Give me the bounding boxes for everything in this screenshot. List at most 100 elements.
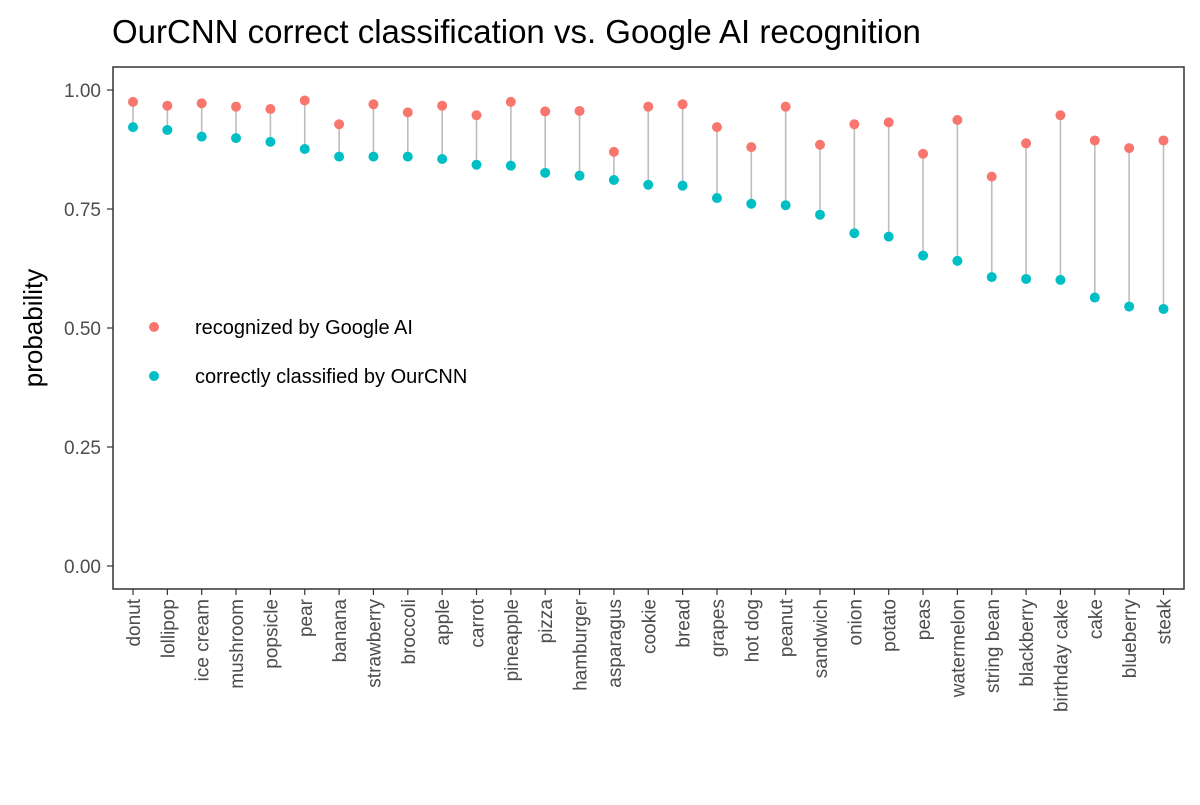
ourcnn-point <box>918 250 929 261</box>
x-tick-label: donut <box>124 598 145 646</box>
ourcnn-point <box>815 209 825 220</box>
x-tick-label: grapes <box>708 599 729 657</box>
google-ai-point <box>196 98 207 109</box>
ourcnn-point <box>677 180 688 191</box>
y-tick-label: 0.50 <box>64 319 101 340</box>
google-ai-point <box>334 119 345 130</box>
google-ai-point <box>540 106 551 117</box>
google-ai-point <box>883 117 894 128</box>
google-ai-point <box>265 104 276 115</box>
x-tick-label: pear <box>296 598 317 637</box>
google-ai-point <box>918 148 929 159</box>
points-layer <box>128 95 1169 314</box>
x-tick-label: hot dog <box>742 599 763 662</box>
google-ai-point <box>952 114 963 125</box>
google-ai-point <box>815 139 825 150</box>
x-tick-label: lollipop <box>158 599 179 658</box>
google-ai-point <box>1124 143 1135 154</box>
google-ai-point <box>780 101 791 112</box>
x-tick-label: carrot <box>468 598 489 647</box>
x-tick-label: apple <box>433 599 454 646</box>
ourcnn-point <box>883 231 894 242</box>
google-ai-point <box>505 96 516 107</box>
x-tick-label: peas <box>914 599 935 640</box>
google-ai-point <box>128 96 138 107</box>
ourcnn-point <box>1124 301 1135 312</box>
google-ai-point <box>162 100 173 111</box>
x-tick-label: ice cream <box>193 599 214 681</box>
ourcnn-point <box>231 133 242 144</box>
ourcnn-point <box>128 122 138 133</box>
ourcnn-point <box>299 144 310 155</box>
ourcnn-point <box>471 159 482 170</box>
google-ai-point <box>299 95 310 106</box>
ourcnn-point <box>986 272 997 283</box>
x-tick-label: broccoli <box>399 599 420 664</box>
ourcnn-point <box>952 255 963 266</box>
x-tick-label: strawberry <box>364 599 385 688</box>
google-ai-point <box>402 107 413 118</box>
ourcnn-point <box>540 167 551 178</box>
y-tick-label: 1.00 <box>64 81 101 102</box>
google-ai-point <box>471 110 482 121</box>
ourcnn-point <box>505 160 516 171</box>
google-ai-point <box>677 99 688 110</box>
legend: recognized by Google AI correctly classif… <box>149 317 467 388</box>
y-tick-label: 0.75 <box>64 200 101 221</box>
ourcnn-point <box>746 198 757 209</box>
legend-label: recognized by Google AI <box>195 317 413 339</box>
y-tick-label: 0.00 <box>64 557 101 578</box>
google-ai-point <box>1089 135 1100 146</box>
x-tick-label: popsicle <box>261 599 282 669</box>
x-tick-label: string bean <box>983 599 1004 693</box>
google-ai-point <box>368 99 379 110</box>
x-axis: donut lollipop ice cream mushroom popsicle pe… <box>124 589 1176 712</box>
google-ai-point <box>643 101 654 112</box>
google-ai-point <box>711 122 722 133</box>
ourcnn-point <box>368 151 379 162</box>
google-ai-point <box>746 142 757 153</box>
x-tick-label: banana <box>330 599 351 663</box>
ourcnn-point <box>849 228 860 239</box>
ourcnn-point <box>608 174 619 185</box>
ourcnn-point <box>1089 292 1100 303</box>
legend-key <box>149 371 159 381</box>
google-ai-point <box>437 100 448 111</box>
ourcnn-point <box>402 151 413 162</box>
y-axis-label: probability <box>18 269 48 388</box>
google-ai-point <box>574 105 585 116</box>
ourcnn-point <box>643 179 654 190</box>
ourcnn-point <box>196 131 207 142</box>
x-tick-label: blueberry <box>1120 599 1141 679</box>
ourcnn-point <box>574 170 585 181</box>
x-tick-label: hamburger <box>571 598 592 691</box>
x-tick-label: asparagus <box>605 599 626 688</box>
x-tick-label: birthday cake <box>1051 599 1072 712</box>
google-ai-point <box>1158 135 1169 146</box>
ourcnn-point <box>1055 274 1066 285</box>
x-tick-label: bread <box>674 599 695 648</box>
chart-title: OurCNN correct classification vs. Google… <box>112 13 921 50</box>
ourcnn-point <box>437 154 448 165</box>
ourcnn-point <box>1158 303 1169 314</box>
x-tick-label: watermelon <box>948 599 969 698</box>
x-tick-label: blackberry <box>1017 599 1038 687</box>
google-ai-point <box>608 146 619 157</box>
x-tick-label: potato <box>880 599 901 652</box>
ourcnn-point <box>162 124 173 135</box>
ourcnn-point <box>711 193 722 204</box>
ourcnn-point <box>780 200 791 211</box>
y-tick-label: 0.25 <box>64 438 101 459</box>
x-tick-label: cake <box>1086 599 1107 639</box>
ourcnn-point <box>1021 273 1032 284</box>
x-tick-label: pizza <box>536 599 557 644</box>
google-ai-point <box>1021 138 1032 149</box>
google-ai-point <box>231 101 242 112</box>
google-ai-point <box>986 171 997 182</box>
x-tick-label: peanut <box>777 598 798 657</box>
legend-key <box>149 322 159 332</box>
ourcnn-point <box>334 151 345 162</box>
google-ai-point <box>1055 110 1066 121</box>
ourcnn-point <box>265 136 276 147</box>
